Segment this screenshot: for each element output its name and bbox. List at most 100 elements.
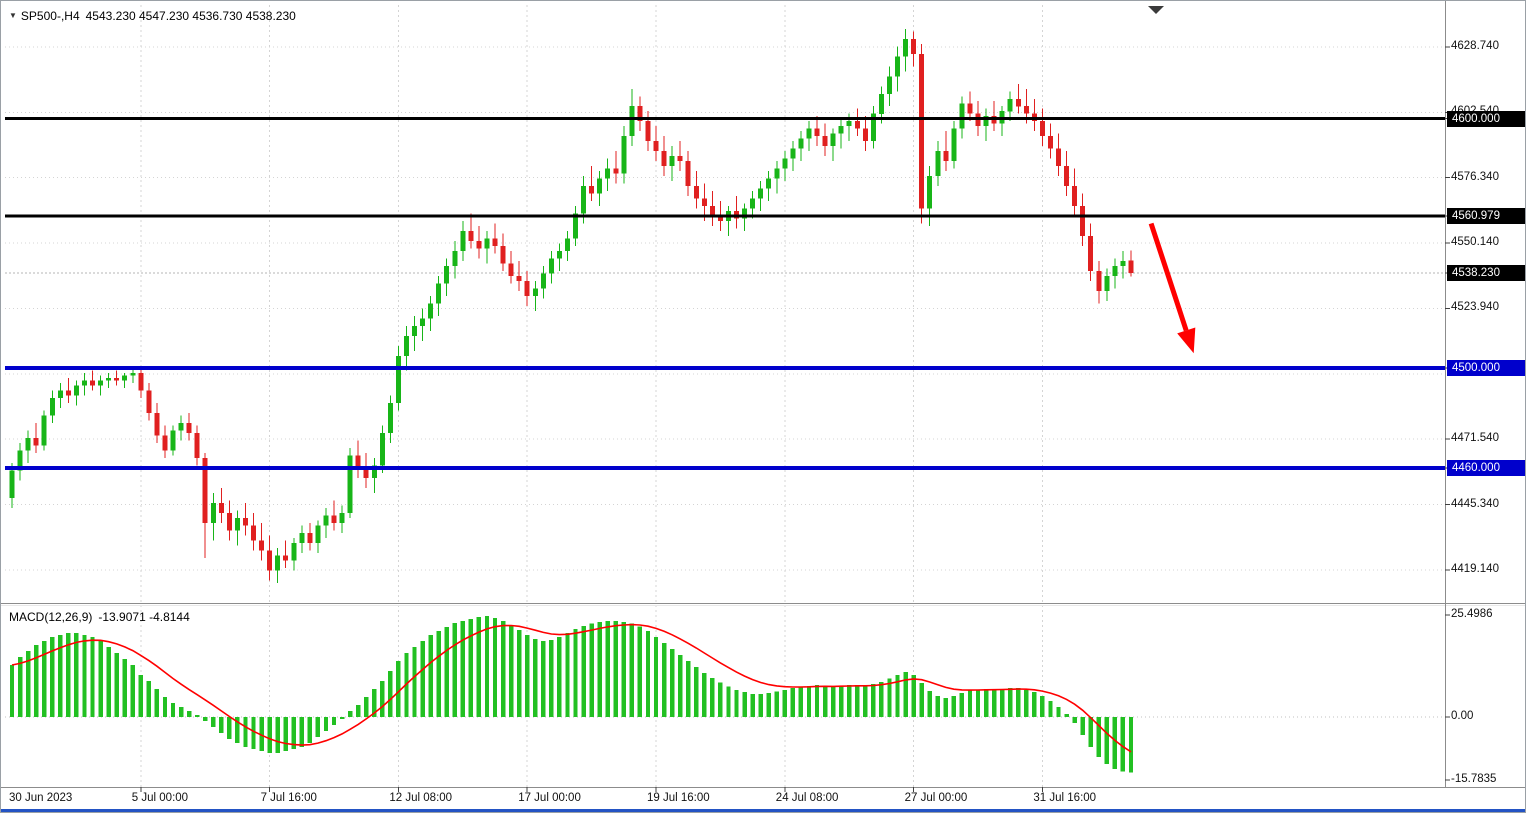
candle bbox=[838, 118, 844, 149]
candle bbox=[556, 243, 562, 271]
grid-layer bbox=[5, 5, 1445, 787]
candle bbox=[790, 141, 796, 172]
candle bbox=[951, 121, 957, 169]
candle bbox=[1120, 251, 1126, 279]
macd-axis-label: -15.7835 bbox=[1451, 773, 1497, 786]
price-badge: 4538.230 bbox=[1447, 264, 1525, 281]
symbol-timeframe: SP500-,H4 bbox=[20, 9, 80, 23]
candle bbox=[468, 213, 474, 249]
candle bbox=[1104, 268, 1110, 301]
candle bbox=[363, 453, 369, 488]
chart-shift-marker-icon[interactable] bbox=[1148, 6, 1164, 14]
candle bbox=[122, 373, 128, 389]
candle bbox=[685, 151, 691, 197]
time-axis-label: 5 Jul 00:00 bbox=[131, 792, 189, 804]
price-badge: 4560.979 bbox=[1447, 208, 1525, 225]
candle bbox=[226, 500, 232, 541]
candle bbox=[17, 443, 23, 481]
price-axis-label: 4445.340 bbox=[1451, 497, 1499, 510]
price-axis-label: 4419.140 bbox=[1451, 562, 1499, 575]
candle bbox=[331, 500, 337, 531]
candle bbox=[653, 126, 659, 162]
candle bbox=[41, 410, 47, 451]
macd-name: MACD(12,26,9) bbox=[9, 610, 93, 624]
candle bbox=[862, 116, 868, 152]
candle bbox=[621, 126, 627, 184]
candle bbox=[420, 308, 426, 341]
candle bbox=[991, 101, 997, 132]
axis-frame bbox=[1, 1, 1525, 792]
candle bbox=[887, 66, 892, 107]
candle bbox=[540, 265, 546, 299]
candle bbox=[387, 395, 393, 444]
candle bbox=[347, 448, 353, 518]
time-axis-label: 7 Jul 16:00 bbox=[260, 792, 317, 804]
time-axis-label: 31 Jul 16:00 bbox=[1033, 792, 1097, 804]
candle bbox=[637, 96, 643, 132]
candle bbox=[428, 295, 434, 331]
candle bbox=[82, 373, 87, 396]
candle bbox=[452, 241, 458, 279]
candle bbox=[170, 425, 176, 456]
candle bbox=[806, 121, 812, 152]
candle bbox=[967, 91, 973, 122]
candle bbox=[1048, 123, 1053, 159]
macd-signal-line bbox=[11, 623, 1132, 753]
hlines-layer bbox=[5, 117, 1445, 470]
candle bbox=[178, 415, 184, 441]
candle bbox=[57, 383, 63, 409]
candle bbox=[983, 108, 989, 142]
time-axis-label: 30 Jun 2023 bbox=[9, 792, 73, 804]
candle bbox=[661, 136, 667, 177]
candle bbox=[677, 141, 683, 172]
candle bbox=[259, 522, 265, 561]
candle bbox=[267, 535, 273, 581]
macd-axis-label: 25.4986 bbox=[1451, 608, 1493, 620]
price-badge: 4460.000 bbox=[1447, 460, 1525, 477]
symbol-dropdown-icon[interactable]: ▼ bbox=[9, 11, 17, 20]
candle bbox=[218, 488, 224, 523]
candle bbox=[395, 345, 401, 411]
candle bbox=[275, 547, 281, 583]
price-axis-label: 4576.340 bbox=[1451, 170, 1499, 183]
candle bbox=[106, 373, 112, 389]
candle bbox=[943, 131, 949, 172]
candle bbox=[645, 111, 651, 152]
candle bbox=[98, 375, 104, 396]
candle bbox=[605, 158, 611, 192]
candle bbox=[186, 413, 192, 441]
time-axis-label: 24 Jul 08:00 bbox=[775, 792, 839, 804]
candle bbox=[573, 206, 578, 246]
candle bbox=[33, 423, 39, 454]
candle bbox=[315, 520, 321, 553]
candle bbox=[830, 128, 836, 162]
candle bbox=[243, 503, 248, 536]
candle bbox=[911, 31, 917, 67]
candle bbox=[371, 458, 377, 493]
candle bbox=[999, 106, 1005, 137]
trend-arrow[interactable] bbox=[1148, 222, 1196, 354]
price-axis-label: 4471.540 bbox=[1451, 432, 1499, 445]
candle bbox=[162, 425, 168, 459]
candle bbox=[726, 206, 731, 236]
candle bbox=[194, 425, 200, 466]
candle bbox=[774, 161, 780, 194]
candle bbox=[65, 378, 71, 404]
candle bbox=[412, 315, 417, 351]
candle bbox=[1080, 193, 1086, 246]
candle bbox=[854, 108, 860, 137]
candle bbox=[154, 403, 160, 444]
macd-current-values: -13.9071 -4.8144 bbox=[98, 610, 190, 624]
candle bbox=[693, 171, 699, 209]
candle bbox=[484, 231, 490, 264]
ohlc-header: ▼ SP500-,H4 4543.230 4547.230 4536.730 453… bbox=[9, 9, 296, 23]
candle bbox=[532, 280, 538, 311]
candle bbox=[822, 123, 828, 157]
candle bbox=[9, 463, 15, 508]
candle bbox=[25, 430, 31, 463]
macd-histogram bbox=[9, 616, 1134, 773]
candle bbox=[339, 505, 345, 533]
candle bbox=[436, 275, 442, 316]
candle bbox=[516, 260, 522, 291]
